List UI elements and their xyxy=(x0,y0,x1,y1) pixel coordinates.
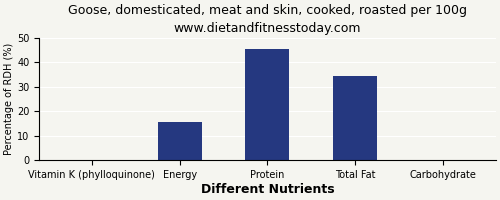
Bar xyxy=(246,49,290,160)
Y-axis label: Percentage of RDH (%): Percentage of RDH (%) xyxy=(4,43,14,155)
Title: Goose, domesticated, meat and skin, cooked, roasted per 100g
www.dietandfitnesst: Goose, domesticated, meat and skin, cook… xyxy=(68,4,467,35)
X-axis label: Different Nutrients: Different Nutrients xyxy=(200,183,334,196)
Bar xyxy=(334,76,377,160)
Bar xyxy=(158,122,202,160)
